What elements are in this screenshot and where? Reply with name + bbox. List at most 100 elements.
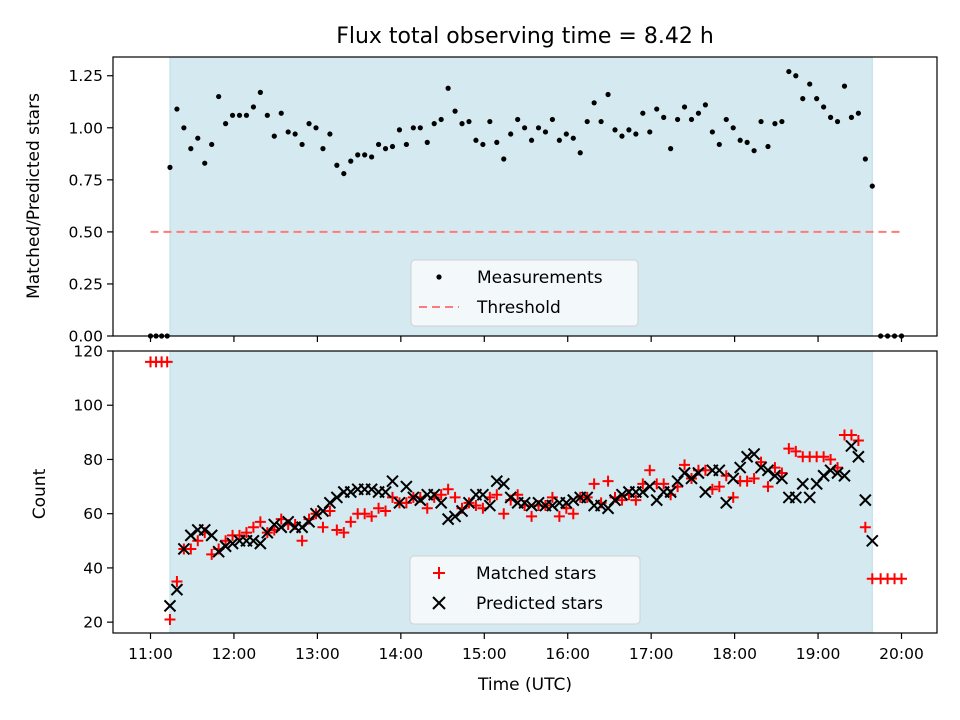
matched-star-point	[896, 573, 907, 585]
measurement-point	[515, 116, 521, 123]
predicted-star-point	[323, 496, 337, 510]
predicted-star-point	[184, 529, 198, 542]
predicted-star-point	[441, 512, 455, 526]
measurement-point	[598, 118, 604, 125]
bottom-y-ticks: 20 40 60 80 100 120	[73, 343, 113, 632]
bottom-y-axis-label: Count	[30, 468, 50, 519]
predicted-star-point	[643, 480, 656, 493]
measurement-point	[250, 104, 257, 110]
predicted-star-point	[365, 483, 378, 496]
bottom-plot-frame	[112, 350, 938, 634]
measurement-point	[424, 139, 430, 145]
bottom-x-axis-label: Time (UTC)	[477, 675, 572, 695]
measurement-point	[355, 152, 361, 158]
predicted-star-point	[483, 499, 497, 512]
predicted-star-point	[268, 518, 281, 531]
top-plot-frame	[112, 56, 938, 337]
measurement-point	[668, 146, 674, 152]
measurement-point	[695, 110, 702, 116]
predicted-star-point	[720, 496, 733, 510]
measurement-point	[445, 85, 451, 91]
matched-star-point	[713, 481, 725, 493]
measurement-point	[563, 131, 569, 137]
bottom-x-tick-label: 16:00	[545, 645, 590, 663]
measurement-point	[841, 83, 848, 89]
bottom-y-tick-label: 120	[73, 343, 103, 361]
matched-star-point	[331, 524, 343, 536]
bottom-legend: Matched stars Predicted stars	[409, 555, 641, 625]
matched-star-point	[435, 489, 447, 501]
measurement-point	[654, 106, 660, 112]
predicted-star-point	[768, 469, 782, 482]
predicted-star-point	[859, 493, 872, 507]
predicted-star-point	[713, 464, 726, 477]
bottom-y-tick-label: 20	[83, 614, 103, 632]
measurement-point	[362, 152, 368, 158]
matched-star-point	[762, 481, 774, 493]
measurement-point	[181, 125, 187, 131]
matched-star-point	[296, 535, 308, 547]
top-legend-box	[410, 259, 639, 327]
measurement-point	[334, 162, 340, 168]
predicted-star-point	[789, 491, 803, 504]
matched-star-point	[324, 505, 336, 517]
predicted-star-point	[831, 466, 844, 480]
predicted-star-point	[309, 507, 323, 520]
predicted-star-point	[497, 477, 510, 491]
measurement-point	[535, 125, 542, 131]
measurement-point	[264, 112, 270, 118]
predicted-star-point	[275, 521, 288, 534]
bottom-x-tick-label: 15:00	[462, 645, 507, 663]
matched-star-point	[630, 494, 642, 506]
measurement-point	[709, 129, 715, 135]
measurement-point	[702, 102, 709, 108]
measurement-point	[459, 121, 465, 127]
bottom-x-tick-label: 12:00	[212, 645, 257, 663]
predicted-star-point	[546, 499, 559, 512]
top-y-tick-label: 0.00	[68, 328, 103, 346]
predicted-star-point	[845, 439, 858, 453]
measurement-point	[605, 91, 611, 98]
measurement-point	[723, 116, 729, 123]
measurement-point	[737, 137, 743, 143]
measurement-point	[396, 127, 403, 133]
measurement-point	[508, 131, 514, 137]
measurement-point	[716, 141, 722, 148]
predicted-star-point	[476, 488, 490, 501]
measurement-point	[452, 108, 458, 114]
top-y-tick-label: 0.75	[68, 171, 103, 189]
predicted-star-point	[379, 485, 392, 499]
matched-star-point	[234, 529, 246, 541]
bottom-y-tick-label: 80	[83, 451, 103, 469]
predicted-star-point	[608, 493, 622, 507]
matched-star-point	[755, 456, 767, 468]
legend-matched-marker	[433, 567, 445, 579]
bottom-y-tick-label: 40	[83, 559, 103, 577]
measurement-point	[855, 110, 861, 116]
measurement-point	[556, 137, 562, 143]
measurement-point	[869, 183, 875, 189]
measurement-point	[744, 139, 750, 145]
measurement-point	[285, 129, 291, 135]
matched-star-point	[380, 505, 392, 517]
matched-star-point	[567, 508, 579, 520]
matched-star-point	[672, 481, 684, 493]
measurement-point	[188, 146, 194, 152]
legend-matched-label: Matched stars	[476, 564, 596, 584]
legend-measurements-marker	[436, 274, 442, 280]
measurement-points	[147, 68, 905, 339]
predicted-star-point	[448, 510, 462, 523]
top-y-tick-label: 0.50	[68, 223, 103, 241]
measurement-point	[647, 129, 653, 135]
measurement-point	[369, 154, 375, 160]
bottom-y-tick-label: 60	[83, 505, 103, 523]
measurement-point	[223, 121, 229, 127]
predicted-star-point	[699, 485, 712, 499]
measurement-point	[772, 121, 778, 127]
predicted-star-point	[678, 466, 691, 480]
predicted-star-point	[727, 472, 740, 485]
predicted-star-point	[803, 491, 816, 504]
matched-star-point	[359, 508, 371, 520]
top-y-tick-label: 0.25	[68, 275, 103, 293]
top-legend: Measurements Threshold	[410, 259, 639, 327]
